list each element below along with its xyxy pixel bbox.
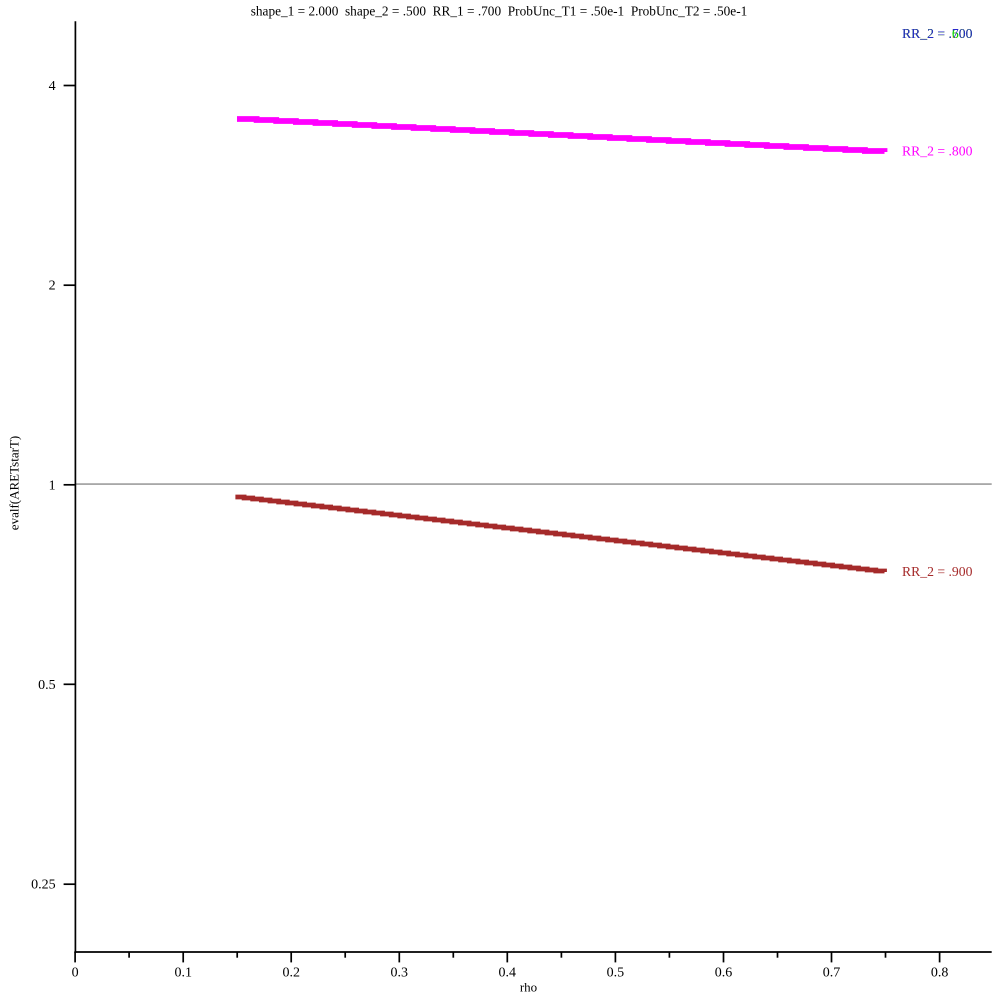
svg-text:RR_2 = .700: RR_2 = .700 [902, 26, 973, 41]
svg-text:0.6: 0.6 [715, 966, 733, 981]
svg-text:0.7: 0.7 [823, 966, 841, 981]
svg-text:RR_2 = .500: RR_2 = .500 [902, 26, 973, 41]
svg-text:RR_2 = .900: RR_2 = .900 [902, 564, 973, 579]
svg-text:2: 2 [49, 279, 56, 294]
svg-text:1: 1 [49, 478, 56, 493]
svg-text:0.3: 0.3 [391, 966, 409, 981]
svg-text:rho: rho [520, 980, 537, 995]
svg-text:0.2: 0.2 [282, 966, 300, 981]
svg-text:0.5: 0.5 [607, 966, 625, 981]
svg-text:evalf(ARETstarT): evalf(ARETstarT) [7, 436, 22, 530]
svg-text:shape_1 = 2.000 shape_2 = .50: shape_1 = 2.000 shape_2 = .500 RR_1 = .7… [251, 4, 748, 19]
svg-text:RR_2 = .800: RR_2 = .800 [902, 144, 973, 159]
svg-text:0: 0 [72, 966, 79, 981]
svg-text:0.4: 0.4 [499, 966, 517, 981]
svg-text:0.5: 0.5 [38, 678, 56, 693]
svg-text:4: 4 [49, 79, 56, 94]
svg-text:0.25: 0.25 [31, 878, 56, 893]
svg-text:0.8: 0.8 [931, 966, 949, 981]
svg-text:0.1: 0.1 [174, 966, 192, 981]
svg-text:RR_2 = .600: RR_2 = .600 [902, 26, 973, 41]
